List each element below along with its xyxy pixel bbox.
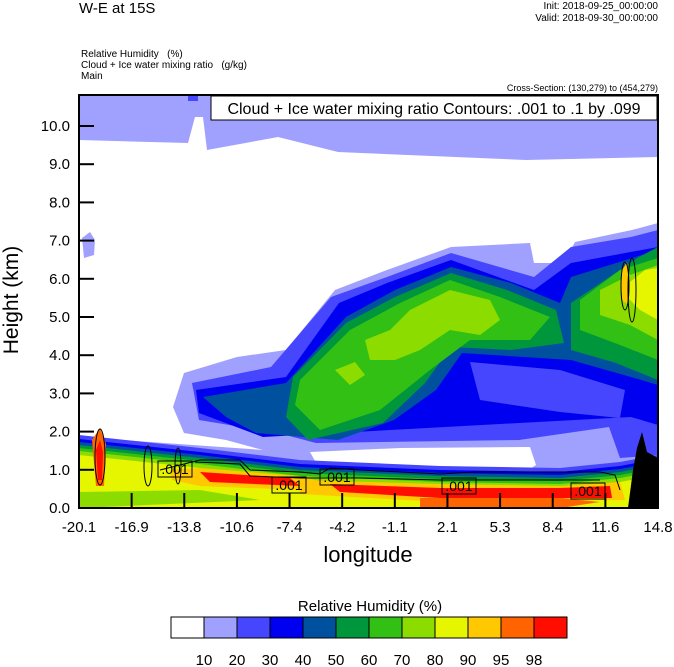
y-tick-label: 3.0	[49, 385, 70, 402]
rh-region-top-spot	[188, 95, 198, 101]
valid-time: Valid: 2018-09-30_00:00:00	[535, 13, 658, 24]
y-tick-label: 10.0	[41, 118, 70, 135]
colorbar-swatch	[170, 616, 205, 639]
colorbar-swatch	[434, 616, 469, 639]
qcloud-contour-ellipse-3	[620, 261, 630, 311]
x-tick-label: 11.6	[591, 519, 619, 536]
x-tick-label: -4.2	[329, 519, 355, 536]
rh-spot-left-core	[96, 440, 103, 480]
contour-label: .001	[445, 478, 472, 494]
colorbar-level-label: 60	[361, 652, 378, 667]
cross-section-label: Cross-Section: (130,279) to (454,279)	[506, 83, 658, 93]
field-label-rh: Relative Humidity (%)	[81, 49, 183, 60]
rh-region-band-hole	[470, 362, 625, 418]
terrain	[628, 432, 658, 508]
x-tick-label: 14.8	[643, 519, 672, 536]
colorbar-swatch	[500, 616, 535, 639]
rh-region-dry	[79, 117, 658, 450]
y-axis-label: Height (km)	[0, 246, 23, 355]
qcloud-contour-line-2	[194, 461, 600, 481]
plot-title: W-E at 15S	[79, 0, 156, 17]
x-tick-label: 8.4	[542, 519, 563, 536]
y-tick-label: 5.0	[49, 309, 70, 326]
contour-label-box	[441, 477, 477, 495]
y-tick-label: 2.0	[49, 424, 70, 441]
x-tick-label: 2.1	[437, 519, 458, 536]
contour-info: Cloud + Ice water mixing ratio Contours:…	[227, 101, 640, 118]
init-time: Init: 2018-09-25_00:00:00	[543, 1, 658, 12]
contour-info-box	[210, 95, 658, 121]
colorbar-level-label: 40	[295, 652, 312, 667]
y-tick-label: 6.0	[49, 271, 70, 288]
x-tick-label: -1.1	[382, 519, 408, 536]
qcloud-contour-ellipse-1	[143, 445, 153, 487]
contour-label: .001	[161, 461, 188, 477]
colorbar-level-label: 80	[427, 652, 444, 667]
rh-region-right-90	[620, 268, 658, 320]
x-tick-label: -10.6	[220, 519, 254, 536]
colorbar-swatch	[401, 616, 436, 639]
colorbar-level-label: 70	[394, 652, 411, 667]
colorbar-swatch	[368, 616, 403, 639]
colorbar-level-label: 30	[262, 652, 279, 667]
x-tick-label: -7.4	[277, 519, 303, 536]
rh-region-left-blob	[82, 232, 95, 258]
colorbar-swatch	[467, 616, 502, 639]
field-label-qcloud: Cloud + Ice water mixing ratio (g/kg)	[81, 60, 247, 71]
x-tick-label: -20.1	[62, 519, 96, 536]
axis-ticks	[78, 125, 659, 509]
field-label-main: Main	[81, 71, 103, 82]
colorbar: 10 20 30 40 50 60 70 80 90 95 98	[170, 616, 568, 667]
colorbar-level-label: 20	[229, 652, 246, 667]
contour-label-box	[570, 482, 606, 500]
colorbar-level-label: 90	[460, 652, 477, 667]
contour-label-box	[319, 468, 355, 486]
colorbar-swatch	[533, 616, 568, 639]
colorbar-level-label: 50	[328, 652, 345, 667]
rh-surface-red-left	[200, 472, 300, 486]
y-tick-label: 4.0	[49, 347, 70, 364]
plot-frame	[78, 94, 659, 509]
contour-label: .001	[323, 469, 350, 485]
colorbar-swatch	[269, 616, 304, 639]
rh-surface-red	[330, 484, 612, 498]
contour-label-box	[157, 460, 193, 478]
qcloud-contour-line	[159, 459, 621, 491]
y-tick-label: 7.0	[49, 233, 70, 250]
colorbar-level-label: 95	[493, 652, 510, 667]
y-tick-label: 0.0	[49, 500, 70, 517]
y-tick-label: 8.0	[49, 194, 70, 211]
colorbar-swatch	[203, 616, 238, 639]
colorbar-title: Relative Humidity (%)	[298, 598, 442, 615]
rh-surface-left-green	[79, 490, 260, 508]
x-tick-label: 5.3	[490, 519, 511, 536]
colorbar-swatch	[236, 616, 271, 639]
y-tick-label: 1.0	[49, 462, 70, 479]
rh-region-band-80	[365, 290, 500, 360]
rh-field	[79, 95, 658, 508]
x-tick-label: -13.8	[167, 519, 201, 536]
rh-surface-orange-bottom	[420, 498, 600, 508]
x-tick-label: -16.9	[115, 519, 149, 536]
colorbar-level-label: 10	[196, 652, 213, 667]
y-tick-label: 9.0	[49, 156, 70, 173]
y-tick-labels: 0.0 1.0 2.0 3.0 4.0 5.0 6.0 7.0 8.0 9.0 10.0	[41, 118, 70, 517]
colorbar-swatch	[335, 616, 370, 639]
contour-label: .001	[574, 483, 601, 499]
rh-region-band-80b	[335, 362, 365, 385]
x-axis-label: longitude	[323, 542, 412, 567]
colorbar-level-label: 98	[526, 652, 543, 667]
qcloud-contours: .001 .001 .001 .001 .001	[94, 257, 637, 500]
contour-label: .001	[275, 477, 302, 493]
colorbar-swatch	[302, 616, 337, 639]
qcloud-contour-ellipse-0	[94, 428, 106, 486]
x-tick-labels: -20.1 -16.9 -13.8 -10.6 -7.4 -4.2 -1.1 2.1 5.3 8.…	[62, 519, 673, 536]
qcloud-contour-ellipse-4	[627, 257, 637, 323]
